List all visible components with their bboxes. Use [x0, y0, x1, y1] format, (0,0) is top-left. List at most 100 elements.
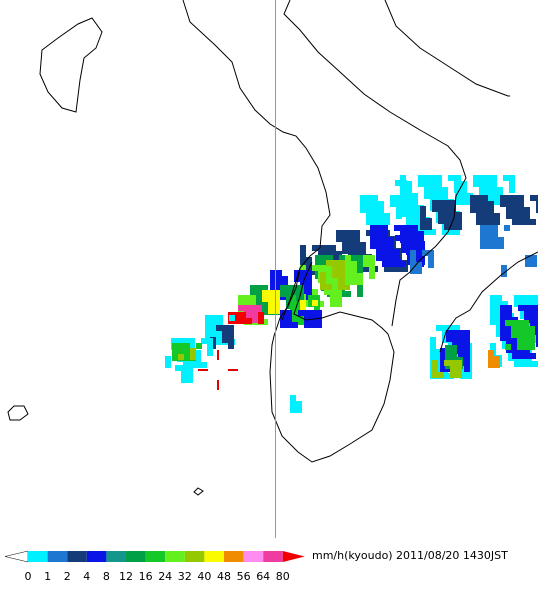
echo-pixel [418, 181, 424, 187]
echo-pixel [296, 319, 302, 325]
echo-pixel [369, 255, 375, 261]
echo-pixel [351, 273, 357, 279]
echo-pixel [430, 175, 436, 181]
echo-pixel [366, 230, 372, 236]
echo-pixel [330, 301, 336, 307]
echo-pixel [286, 303, 292, 309]
echo-pixel [524, 305, 530, 311]
echo-pixel [262, 290, 268, 296]
echo-pixel [274, 290, 280, 296]
echo-pixel [217, 339, 223, 345]
echo-pixel [444, 206, 450, 212]
echo-pixel [262, 296, 268, 302]
echo-pixel [390, 201, 396, 207]
echo-pixel [485, 187, 491, 193]
echo-pixel [419, 241, 425, 247]
echo-pixel [310, 322, 316, 328]
echo-pixel [500, 323, 506, 329]
echo-pixel [509, 181, 515, 187]
echo-pixel [432, 360, 438, 366]
echo-pixel [436, 193, 442, 199]
echo-pixel [440, 366, 446, 372]
echo-pixel [530, 219, 536, 225]
echo-pixel [338, 272, 344, 278]
echo-pixel [388, 261, 394, 267]
echo-pixel [424, 193, 430, 199]
echo-pixel [430, 229, 436, 235]
echo-pixel [536, 329, 538, 335]
echo-pixel [456, 224, 462, 230]
echo-pixel [451, 351, 457, 357]
echo-pixel [308, 295, 314, 301]
echo-pixel [492, 225, 498, 231]
echo-pixel [454, 325, 460, 331]
echo-pixel [492, 231, 498, 237]
echo-pixel [476, 207, 482, 213]
echo-pixel [460, 367, 466, 373]
echo-pixel [228, 337, 234, 343]
echo-pixel [494, 213, 500, 219]
echo-pixel [506, 201, 512, 207]
echo-pixel [370, 231, 376, 237]
echo-pixel [452, 330, 458, 336]
echo-pixel [506, 213, 512, 219]
echo-pixel [345, 291, 351, 297]
echo-pixel [344, 284, 350, 290]
echo-pixel [479, 175, 485, 181]
echo-pixel [376, 237, 382, 243]
echo-pixel [524, 219, 530, 225]
echo-pixel [238, 295, 244, 301]
echo-pixel [332, 260, 338, 266]
echo-pixel [436, 349, 442, 355]
echo-pixel [496, 319, 502, 325]
echo-pixel [509, 175, 515, 181]
legend-swatch [28, 551, 48, 562]
unit-label: mm/h(kyoudo) [312, 549, 393, 562]
echo-pixel [428, 250, 434, 256]
echo-pixel [181, 365, 187, 371]
echo-pixel [348, 248, 354, 254]
echo-pixel [171, 338, 177, 344]
echo-pixel [376, 255, 382, 261]
echo-pixel [366, 195, 372, 201]
echo-pixel [366, 219, 372, 225]
echo-pixel [357, 279, 363, 285]
echo-pixel [428, 256, 434, 262]
echo-pixel [370, 243, 376, 249]
echo-pixel [445, 345, 451, 351]
echo-pixel [523, 320, 529, 326]
echo-pixel [407, 241, 413, 247]
echo-pixel [486, 237, 492, 243]
echo-pixel [400, 231, 406, 237]
echo-pixel [444, 218, 450, 224]
echo-pixel [270, 282, 276, 288]
echo-pixel [396, 207, 402, 213]
echo-pixel [184, 349, 190, 355]
echo-pixel [336, 301, 342, 307]
echo-pixel [450, 200, 456, 206]
echo-pixel [406, 225, 412, 231]
echo-pixel [240, 318, 246, 324]
echo-pixel [482, 195, 488, 201]
echo-pixel [400, 199, 406, 205]
echo-pixel [494, 356, 500, 362]
echo-pixel [416, 262, 422, 268]
echo-pixel [360, 195, 366, 201]
echo-pixel [520, 361, 526, 367]
legend-swatch [204, 551, 224, 562]
echo-pixel [482, 213, 488, 219]
echo-pixel [286, 316, 292, 322]
echo-pixel [324, 289, 330, 295]
echo-pixel [369, 267, 375, 273]
echo-pixel [458, 342, 464, 348]
echo-pixel [446, 336, 452, 342]
echo-pixel [488, 207, 494, 213]
echo-pixel [491, 181, 497, 187]
echo-pixel [376, 249, 382, 255]
echo-pixel [292, 285, 298, 291]
echo-pixel [412, 231, 418, 237]
echo-pixel [536, 311, 538, 317]
echo-pixel [500, 329, 506, 335]
echo-pixel [512, 219, 518, 225]
